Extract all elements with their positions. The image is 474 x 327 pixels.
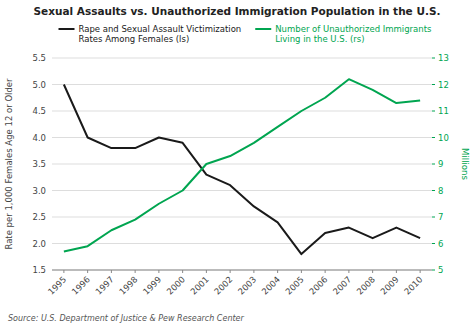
x-tick-label: 2008: [355, 274, 377, 296]
y2-tick-label: 5: [438, 265, 443, 275]
x-tick-label: 2003: [236, 274, 258, 296]
x-tick: [325, 270, 326, 273]
y-tick-label: 1.5: [32, 265, 46, 275]
x-tick-label: 2006: [307, 274, 329, 296]
title: Sexual Assaults vs. Unauthorized Immigra…: [34, 5, 441, 17]
y2-tick: [432, 137, 435, 138]
x-tick-label: 2007: [331, 274, 353, 296]
y2-tick: [432, 190, 435, 191]
y2-tick-label: 6: [438, 239, 443, 249]
y-axis-label: Rate per 1,000 Females Age 12 or Older: [4, 78, 14, 250]
legend-label-line: Rates Among Females (ls): [79, 34, 190, 44]
grid-line: [52, 270, 432, 271]
y-tick-label: 5.0: [32, 80, 46, 90]
x-tick: [396, 270, 397, 273]
x-tick: [253, 270, 254, 273]
y2-tick-label: 11: [438, 106, 449, 116]
grid-line: [52, 243, 432, 244]
y-tick-label: 2.5: [32, 212, 46, 222]
lines: [64, 79, 420, 254]
x-tick: [182, 270, 183, 273]
legend-entry: Number of Unauthorized ImmigrantsLiving …: [255, 24, 432, 44]
x-tick: [111, 270, 112, 273]
x-tick-label: 1998: [117, 274, 139, 296]
x-tick-label: 2009: [378, 274, 400, 296]
x-tick-label: 1997: [93, 274, 115, 296]
x-tick-label: 2005: [283, 274, 305, 296]
x-tick: [348, 270, 349, 273]
grid-line: [52, 84, 432, 85]
x-tick-label: 1999: [141, 274, 163, 296]
chart: Sexual Assaults vs. Unauthorized Immigra…: [0, 0, 474, 327]
x-tick-label: 1996: [70, 274, 92, 296]
y2-tick: [432, 111, 435, 112]
x-tick-label: 2010: [402, 274, 424, 296]
x-tick: [135, 270, 136, 273]
x-tick: [158, 270, 159, 273]
y2-tick-label: 7: [438, 212, 443, 222]
y2-tick-label: 9: [438, 159, 443, 169]
y2-tick: [432, 270, 435, 271]
grid-line: [52, 137, 432, 138]
y2-tick: [432, 243, 435, 244]
x-tick: [87, 270, 88, 273]
y-tick-label: 3.0: [32, 186, 46, 196]
legend-swatch: [255, 28, 271, 30]
x-tick: [230, 270, 231, 273]
grid-line: [52, 217, 432, 218]
y2-tick-label: 13: [438, 53, 449, 63]
y2-tick: [432, 58, 435, 59]
x-tick-label: 1995: [46, 274, 68, 296]
y-tick-label: 4.0: [32, 133, 46, 143]
grid-line: [52, 164, 432, 165]
x-tick: [277, 270, 278, 273]
y-tick-label: 4.5: [32, 106, 46, 116]
x-tick: [420, 270, 421, 273]
legend-entry: Rape and Sexual Assault VictimizationRat…: [59, 24, 242, 44]
legend-label-line: Number of Unauthorized Immigrants: [275, 24, 432, 34]
x-tick: [206, 270, 207, 273]
legend-label: Number of Unauthorized ImmigrantsLiving …: [275, 24, 432, 44]
x-axis-line: [52, 270, 432, 271]
x-tick-label: 2004: [260, 274, 282, 296]
y2-tick-label: 8: [438, 186, 443, 196]
y-tick-label: 2.0: [32, 239, 46, 249]
legend-label: Rape and Sexual Assault VictimizationRat…: [79, 24, 242, 44]
x-tick: [301, 270, 302, 273]
legend-label-line: Rape and Sexual Assault Victimization: [79, 24, 242, 34]
x-tick: [63, 270, 64, 273]
legend: Rape and Sexual Assault VictimizationRat…: [59, 24, 432, 44]
y2-tick: [432, 164, 435, 165]
y-tick-label: 5.5: [32, 53, 46, 63]
legend-swatch: [59, 28, 75, 30]
grid-line: [52, 58, 432, 59]
grid: [52, 58, 432, 270]
x-tick: [372, 270, 373, 273]
x-tick-label: 2000: [165, 274, 187, 296]
y2-tick: [432, 84, 435, 85]
source-note: Source: U.S. Department of Justice & Pew…: [8, 314, 245, 323]
x-tick-label: 2002: [212, 274, 234, 296]
y2-axis-label: Millions: [460, 148, 470, 180]
y2-tick: [432, 217, 435, 218]
y-tick-label: 3.5: [32, 159, 46, 169]
y2-tick-label: 10: [438, 133, 449, 143]
y2-tick-label: 12: [438, 80, 449, 90]
legend-label-line: Living in the U.S. (rs): [275, 34, 364, 44]
grid-line: [52, 190, 432, 191]
series-line: [64, 79, 420, 251]
x-tick-label: 2001: [188, 274, 210, 296]
grid-line: [52, 111, 432, 112]
